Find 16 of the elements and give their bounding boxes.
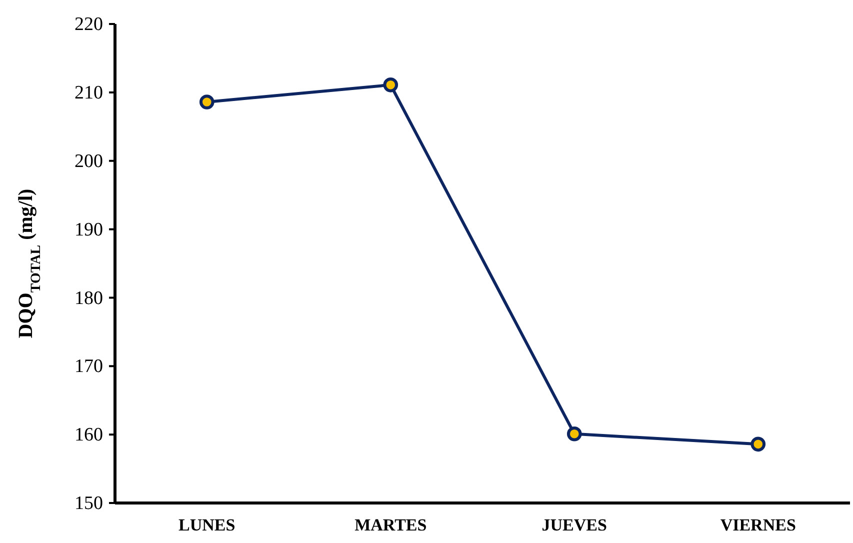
x-tick-label: JUEVES (542, 516, 607, 535)
x-tick-label: VIERNES (720, 516, 796, 535)
x-tick-label: LUNES (178, 516, 236, 535)
y-tick-label: 200 (74, 150, 103, 172)
y-tick-label: 190 (74, 219, 103, 240)
y-tick-label: 170 (74, 356, 103, 378)
point (199, 94, 214, 110)
point (750, 436, 766, 452)
point (566, 426, 582, 442)
y-tick-label: 160 (74, 424, 103, 446)
x-tick-label: MARTES (354, 516, 427, 535)
y-tick-label: 210 (74, 82, 103, 104)
point (383, 77, 398, 92)
y-tick-label: 220 (74, 14, 103, 36)
y-tick-label: 150 (74, 493, 103, 514)
y-tick-label: 180 (74, 288, 103, 309)
